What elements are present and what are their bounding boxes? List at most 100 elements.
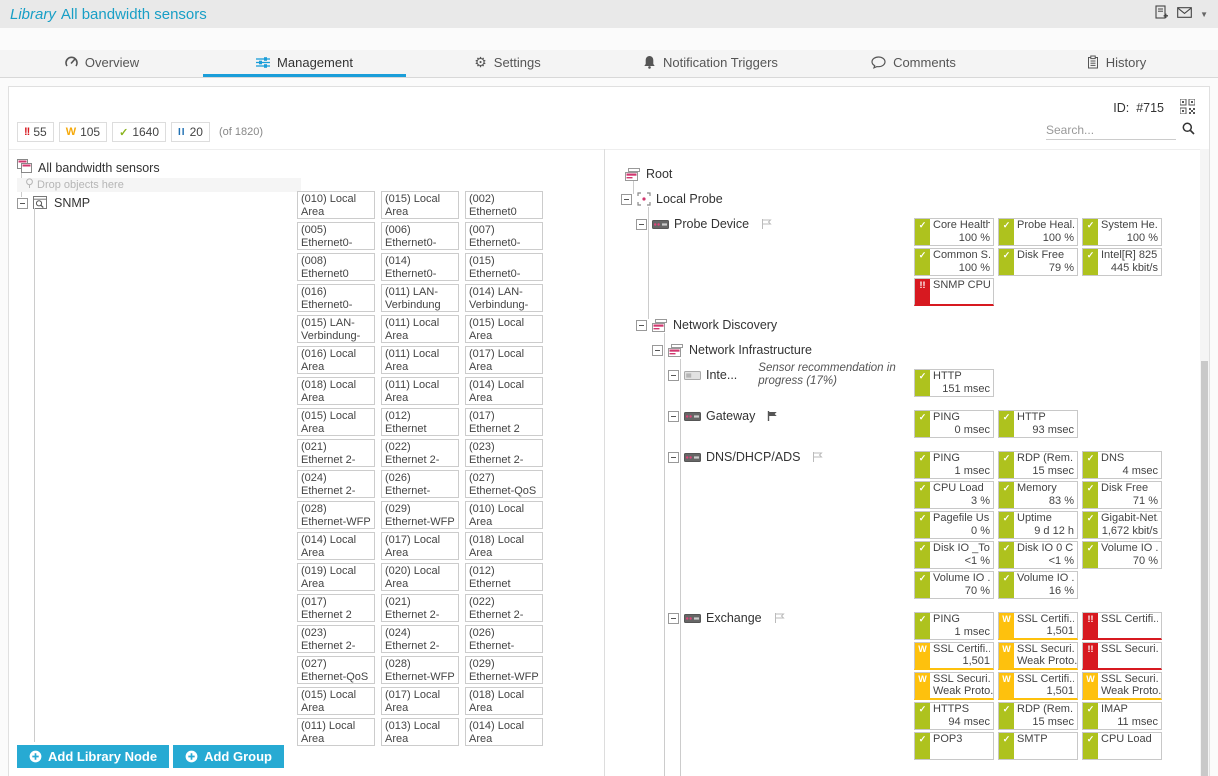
tree-node-label[interactable]: Inte... xyxy=(706,368,738,382)
sensor-grid-item[interactable]: (016) Local Area xyxy=(297,346,375,374)
sensor-grid-item[interactable]: (018) Local Area xyxy=(465,687,543,715)
sensor-grid-item[interactable]: (015) LAN-Verbindung- xyxy=(297,315,375,343)
sensor-box[interactable]: ✓ Memory 83 % xyxy=(998,481,1078,509)
mail-icon[interactable] xyxy=(1177,5,1192,23)
sensor-box[interactable]: W SSL Certifi... 1,501 xyxy=(998,672,1078,700)
sensor-grid-item[interactable]: (020) Local Area xyxy=(381,563,459,591)
tree-node-label[interactable]: Network Infrastructure xyxy=(689,343,812,357)
sensor-grid-item[interactable]: (029) Ethernet-WFP Native xyxy=(381,501,459,529)
collapse-toggle[interactable] xyxy=(636,218,647,230)
sensor-grid-item[interactable]: (015) Ethernet0-QoS Packet xyxy=(465,253,543,281)
sensor-box[interactable]: ✓ System He... 100 % xyxy=(1082,218,1162,246)
tree-node-label[interactable]: Network Discovery xyxy=(673,318,778,332)
sensor-grid-item[interactable]: (014) LAN-Verbindung-Qo xyxy=(465,284,543,312)
status-badge-error[interactable]: !! 55 xyxy=(17,122,54,142)
tab-notification-triggers[interactable]: Notification Triggers xyxy=(609,50,812,77)
search-icon[interactable] xyxy=(1182,122,1195,140)
tree-node-label[interactable]: Probe Device xyxy=(674,217,750,231)
sensor-grid-item[interactable]: (021) Ethernet 2-Network xyxy=(297,439,375,467)
sensor-box[interactable]: ✓ DNS 4 msec xyxy=(1082,451,1162,479)
sensor-grid-item[interactable]: (017) Ethernet 2 Traffic xyxy=(297,594,375,622)
add-library-node-button[interactable]: Add Library Node xyxy=(17,745,170,768)
sensor-grid-item[interactable]: (014) Ethernet0-WFP Native xyxy=(381,253,459,281)
sensor-grid-item[interactable]: (017) Ethernet 2 Traffic xyxy=(465,408,543,436)
sensor-box[interactable]: ✓ Disk Free 79 % xyxy=(998,248,1078,276)
tree-node-label[interactable]: Local Probe xyxy=(656,192,723,206)
sensor-grid-item[interactable]: (011) LAN-Verbindung xyxy=(381,284,459,312)
tree-node-label[interactable]: DNS/DHCP/ADS xyxy=(706,450,801,464)
qr-code-icon[interactable] xyxy=(1179,98,1196,117)
sensor-grid-item[interactable]: (017) Local Area xyxy=(381,687,459,715)
sensor-box[interactable]: ✓ CPU Load xyxy=(1082,732,1162,760)
scrollbar-thumb[interactable] xyxy=(1201,361,1208,776)
sensor-grid-item[interactable]: (026) Ethernet-Network xyxy=(381,470,459,498)
sensor-box[interactable]: !!SSL Securi... xyxy=(1082,642,1162,670)
sensor-grid-item[interactable]: (023) Ethernet 2-WFP 802.3 xyxy=(297,625,375,653)
sensor-grid-item[interactable]: (022) Ethernet 2-QoS Packet xyxy=(381,439,459,467)
tree-node-label[interactable]: Root xyxy=(646,167,673,181)
sensor-grid-item[interactable]: (029) Ethernet-WFP Native xyxy=(465,656,543,684)
sensor-grid-item[interactable]: (012) Ethernet Traffic xyxy=(381,408,459,436)
sensor-grid-item[interactable]: (017) Local Area xyxy=(465,346,543,374)
collapse-toggle[interactable] xyxy=(621,193,632,205)
sensor-box[interactable]: ✓ RDP (Rem... 15 msec xyxy=(998,451,1078,479)
sensor-box[interactable]: !!SNMP CPU... xyxy=(914,278,994,306)
sensor-grid-item[interactable]: (027) Ethernet-QoS Packet xyxy=(297,656,375,684)
sensor-grid-item[interactable]: (015) Local Area xyxy=(297,687,375,715)
sensor-grid-item[interactable]: (026) Ethernet-Network xyxy=(465,625,543,653)
drop-target-hint[interactable]: Drop objects here xyxy=(17,178,301,192)
status-badge-ok[interactable]: ✓ 1640 xyxy=(112,122,167,142)
sensor-box[interactable]: ✓Disk IO _To...<1 % xyxy=(914,541,994,569)
tree-node-label[interactable]: Exchange xyxy=(706,611,762,625)
sensor-box[interactable]: ✓Volume IO ...70 % xyxy=(914,571,994,599)
sensor-grid-item[interactable]: (024) Ethernet 2-WFP Native xyxy=(297,470,375,498)
sensor-box[interactable]: ✓Volume IO ...70 % xyxy=(1082,541,1162,569)
sensor-grid-item[interactable]: (015) Local Area xyxy=(465,315,543,343)
sensor-box[interactable]: ✓Common S...100 % xyxy=(914,248,994,276)
sensor-grid-item[interactable]: (005) Ethernet0-WFP Native xyxy=(297,222,375,250)
sensor-grid-item[interactable]: (014) Local Area xyxy=(465,377,543,405)
collapse-toggle[interactable] xyxy=(636,319,647,331)
sensor-box[interactable]: ✓Probe Heal...100 % xyxy=(998,218,1078,246)
chevron-down-icon[interactable]: ▼ xyxy=(1200,9,1208,19)
tab-management[interactable]: Management xyxy=(203,50,406,77)
collapse-toggle[interactable] xyxy=(668,612,679,624)
sensor-box[interactable]: ✓Pagefile Us...0 % xyxy=(914,511,994,539)
sensor-box[interactable]: ✓ Disk IO 0 C: <1 % xyxy=(998,541,1078,569)
tree-node-label[interactable]: Gateway xyxy=(706,409,756,423)
sensor-box[interactable]: ✓Gigabit-Net...1,672 kbit/s xyxy=(1082,511,1162,539)
sensor-grid-item[interactable]: (007) Ethernet0-WFP 802.3 xyxy=(465,222,543,250)
sensor-grid-item[interactable]: (002) Ethernet0 Traffic xyxy=(465,191,543,219)
status-badge-warning[interactable]: W 105 xyxy=(58,122,108,142)
sensor-grid-item[interactable]: (022) Ethernet 2-QoS Packet xyxy=(465,594,543,622)
sensor-box[interactable]: W SSL Certifi... 1,501 xyxy=(998,612,1078,640)
sensor-box[interactable]: ✓ PING 1 msec xyxy=(914,612,994,640)
sensor-box[interactable]: ✓ CPU Load 3 % xyxy=(914,481,994,509)
sensor-grid-item[interactable]: (023) Ethernet 2-WFP 802.3 xyxy=(465,439,543,467)
sensor-box[interactable]: ✓ HTTPS 94 msec xyxy=(914,702,994,730)
collapse-toggle[interactable] xyxy=(668,410,679,422)
sensor-box[interactable]: ✓ HTTP 151 msec xyxy=(914,369,994,397)
library-node-snmp[interactable]: SNMP xyxy=(17,194,90,212)
collapse-toggle[interactable] xyxy=(668,369,679,381)
sensor-grid-item[interactable]: (011) Local Area xyxy=(381,315,459,343)
library-tree-root[interactable]: All bandwidth sensors xyxy=(17,159,160,176)
sensor-grid-item[interactable]: (010) Local Area xyxy=(297,191,375,219)
sensor-box[interactable]: ✓Volume IO ...16 % xyxy=(998,571,1078,599)
sensor-grid-item[interactable]: (015) Local Area xyxy=(381,191,459,219)
sensor-grid-item[interactable]: (028) Ethernet-WFP 802.3 xyxy=(381,656,459,684)
sensor-grid-item[interactable]: (024) Ethernet 2-WFP Native xyxy=(381,625,459,653)
sensor-grid-item[interactable]: (014) Local Area xyxy=(465,718,543,746)
sensor-box[interactable]: ✓ Disk Free 71 % xyxy=(1082,481,1162,509)
collapse-toggle[interactable] xyxy=(17,197,28,209)
sensor-grid-item[interactable]: (011) Local Area xyxy=(381,377,459,405)
tab-history[interactable]: History xyxy=(1015,50,1218,77)
sensor-box[interactable]: ✓Intel[R] 825...445 kbit/s xyxy=(1082,248,1162,276)
add-report-icon[interactable] xyxy=(1155,4,1169,24)
sensor-box[interactable]: ✓ SMTP xyxy=(998,732,1078,760)
sensor-grid-item[interactable]: (008) Ethernet0 Traffic xyxy=(297,253,375,281)
sensor-grid-item[interactable]: (006) Ethernet0-QoS Packet xyxy=(381,222,459,250)
